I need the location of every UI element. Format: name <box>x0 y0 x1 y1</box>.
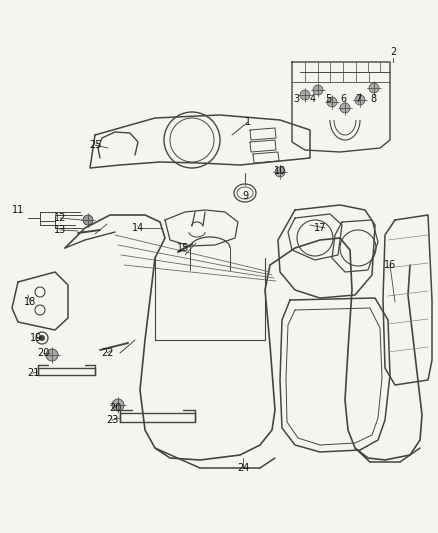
Text: 12: 12 <box>54 213 66 223</box>
Circle shape <box>340 103 350 113</box>
Circle shape <box>275 167 285 177</box>
Text: 10: 10 <box>274 166 286 176</box>
Text: 1: 1 <box>245 117 251 127</box>
Circle shape <box>327 97 337 107</box>
Circle shape <box>355 95 365 105</box>
Text: 7: 7 <box>355 94 361 104</box>
Circle shape <box>300 90 310 100</box>
Text: 2: 2 <box>390 47 396 57</box>
Circle shape <box>369 83 379 93</box>
Circle shape <box>39 335 45 341</box>
Text: 14: 14 <box>132 223 144 233</box>
Circle shape <box>313 85 323 95</box>
Text: 3: 3 <box>293 94 299 104</box>
Text: 6: 6 <box>340 94 346 104</box>
Text: 17: 17 <box>314 223 326 233</box>
Text: 19: 19 <box>30 333 42 343</box>
Circle shape <box>46 349 58 361</box>
Text: 20: 20 <box>109 403 121 413</box>
Text: 8: 8 <box>370 94 376 104</box>
Text: 23: 23 <box>106 415 118 425</box>
Text: 22: 22 <box>101 348 113 358</box>
Text: 11: 11 <box>12 205 24 215</box>
Text: 5: 5 <box>325 94 331 104</box>
Text: 4: 4 <box>310 94 316 104</box>
Text: 13: 13 <box>54 225 66 235</box>
Text: 25: 25 <box>89 140 101 150</box>
Text: 9: 9 <box>242 191 248 201</box>
Text: 18: 18 <box>24 297 36 307</box>
Text: 15: 15 <box>177 243 189 253</box>
Text: 16: 16 <box>384 260 396 270</box>
Circle shape <box>112 399 124 411</box>
Text: 24: 24 <box>237 463 249 473</box>
Text: 20: 20 <box>37 348 49 358</box>
Text: 21: 21 <box>27 368 39 378</box>
Circle shape <box>83 215 93 225</box>
